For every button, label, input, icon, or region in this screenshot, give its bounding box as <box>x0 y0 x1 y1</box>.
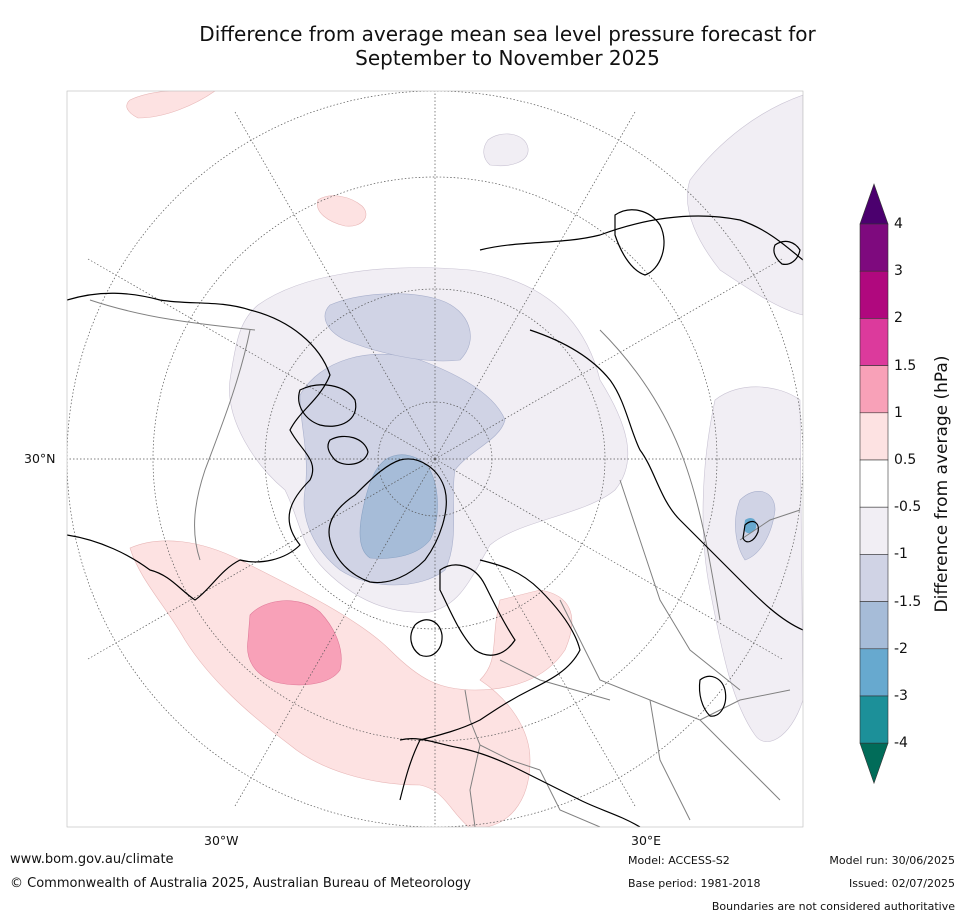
border-line <box>194 329 251 561</box>
coastline-greenland <box>328 458 447 584</box>
colorbar-tick-label: -1.5 <box>894 593 922 610</box>
colorbar-tick-label: -3 <box>894 688 908 704</box>
border-line <box>89 299 256 331</box>
meridian <box>434 458 636 807</box>
coastline-lake-baikal <box>742 520 759 543</box>
colorbar-bin <box>859 554 889 602</box>
colorbar-tick-label: -4 <box>894 735 908 752</box>
coastline-eurasia <box>399 215 803 801</box>
map-title-line-2: September to November 2025 <box>355 46 660 70</box>
colorbar-bin <box>859 648 889 697</box>
colorbar-tick-label: 1 <box>894 404 903 421</box>
model-name: Model: ACCESS-S2 <box>628 854 730 867</box>
border-line <box>469 744 481 827</box>
colorbar-bin <box>859 318 889 366</box>
colorbar-bin <box>859 223 889 272</box>
colorbar-extend-min <box>859 742 889 785</box>
coastline-british-isles <box>410 619 443 657</box>
map-frame <box>66 90 804 828</box>
border-line <box>559 599 701 721</box>
coastline-caspian <box>698 675 727 717</box>
colorbar-extend-max <box>859 183 889 225</box>
negative-anomaly-region-pacific-small <box>483 133 529 167</box>
border-line <box>599 329 721 621</box>
colorbar-tick-label: -1 <box>894 546 908 563</box>
map-panel <box>67 91 803 827</box>
border-line <box>699 719 781 801</box>
latitude-label-30n: 30°N <box>24 451 56 466</box>
meridian <box>434 458 783 660</box>
longitude-label-30e: 30°E <box>631 833 662 848</box>
meridian <box>87 458 436 660</box>
coastlines <box>67 209 803 827</box>
colorbar-bin <box>859 695 889 744</box>
map-title: Difference from average mean sea level p… <box>60 22 955 70</box>
website-link[interactable]: www.bom.gov.au/climate <box>10 852 174 867</box>
coastline-canadian-archipelago <box>298 384 369 466</box>
coastline-japan <box>773 240 801 265</box>
colorbar-tick-label: 3 <box>894 263 903 280</box>
graticule <box>67 91 803 827</box>
colorbar <box>859 183 889 785</box>
coastline-north-america <box>67 292 331 601</box>
latitude-circle <box>264 288 606 630</box>
coastline-kamchatka <box>614 209 665 276</box>
map-title-line-1: Difference from average mean sea level p… <box>199 22 816 46</box>
base-period: Base period: 1981-2018 <box>628 877 761 890</box>
colorbar-tick-label: 2 <box>894 310 903 327</box>
border-line <box>499 659 611 701</box>
meridian <box>434 258 783 460</box>
colorbar-bin <box>859 506 889 555</box>
colorbar-bin <box>859 365 889 414</box>
colorbar-tick-label: 4 <box>894 216 903 232</box>
colorbar-tick-label: -0.5 <box>894 499 922 516</box>
meridian <box>434 111 636 460</box>
coastline-mediterranean <box>399 738 641 827</box>
colorbar-tick-label: 1.5 <box>894 357 917 374</box>
latitude-circle <box>152 176 718 742</box>
moderate-negative-anomaly-alaska <box>324 293 471 362</box>
border-line <box>649 699 691 821</box>
negative-anomaly-region-ne-pacific <box>687 94 803 316</box>
positive-anomaly-region-atlantic <box>129 540 573 827</box>
meridian <box>87 258 436 460</box>
national-borders <box>89 299 801 827</box>
issued-date: Issued: 02/07/2025 <box>848 877 955 890</box>
moderate-positive-anomaly-n-atlantic <box>247 600 342 686</box>
colorbar-title: Difference from average (hPa) <box>932 355 952 613</box>
longitude-label-30w: 30°W <box>204 833 239 848</box>
coastline-scandinavia <box>439 564 516 656</box>
colorbar-bin <box>859 459 889 508</box>
colorbar-bin <box>859 412 889 461</box>
border-line <box>699 689 791 721</box>
meridian <box>234 111 436 460</box>
boundaries-disclaimer: Boundaries are not considered authoritat… <box>711 900 955 913</box>
positive-anomaly-region-pacific-nw <box>126 91 216 119</box>
colorbar-tick-label: 0.5 <box>894 452 917 468</box>
colorbar-bin <box>859 270 889 319</box>
border-line <box>619 479 741 691</box>
copyright-notice: © Commonwealth of Australia 2025, Austra… <box>10 876 471 891</box>
model-run-date: Model run: 30/06/2025 <box>829 854 955 867</box>
meridian <box>234 458 436 807</box>
colorbar-tick-label: -2 <box>894 640 908 657</box>
positive-anomaly-region-pacific-small <box>317 195 367 227</box>
colorbar-bin <box>859 601 889 650</box>
border-line <box>739 509 801 541</box>
negative-anomaly-region-central-asia <box>702 386 803 742</box>
